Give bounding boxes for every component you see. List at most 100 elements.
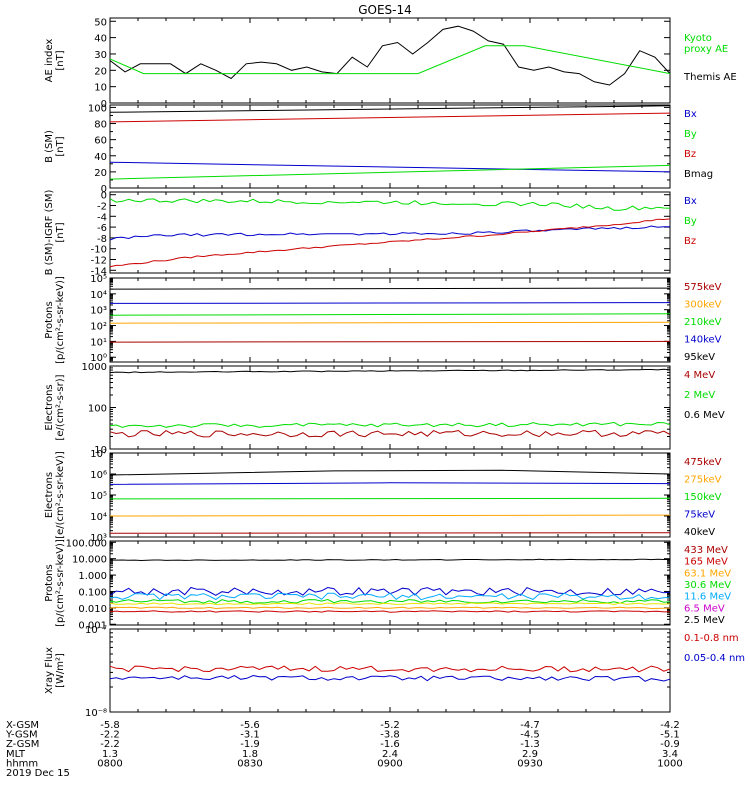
- ytick-label: 0.010: [78, 604, 107, 615]
- footer-value: 2.9: [522, 749, 538, 760]
- footer-value: -3.8: [380, 730, 400, 741]
- series-line-63.1-MeV: [109, 602, 671, 606]
- ytick-label: 10¹: [90, 337, 107, 348]
- legend-label: By: [684, 129, 697, 140]
- footer-value: 1.8: [242, 749, 258, 760]
- ytick-label: -6: [97, 223, 107, 234]
- ytick-label: 0: [101, 99, 107, 110]
- ytick-label: 0: [101, 184, 107, 195]
- footer-value: 0900: [377, 758, 402, 769]
- ytick-label: 10⁻⁸: [85, 708, 107, 719]
- chart-title: GOES-14: [358, 3, 412, 17]
- panel-xray: 10⁻⁸ 10⁻⁷ Xray Flux [W/m²] 0.1-0.8 nm 0.05-0.…: [44, 625, 745, 719]
- ytick-label: -10: [91, 245, 107, 256]
- ytick-label: 20: [94, 168, 107, 179]
- ytick-label: 0: [101, 191, 107, 202]
- legend-label: 4 MeV: [684, 370, 715, 381]
- legend-label: 275keV: [684, 475, 722, 486]
- legend-label: 11.6 MeV: [684, 592, 731, 603]
- series-line-433-MeV: [109, 610, 671, 613]
- series-line-30.6-MeV: [109, 598, 671, 604]
- ytick-label: 10⁵: [90, 491, 107, 502]
- legend-label: Bx: [684, 109, 697, 120]
- legend-label: 150keV: [684, 492, 722, 503]
- legend-label: 0.6 MeV: [684, 410, 725, 421]
- legend-label: 0.1-0.8 nm: [684, 633, 739, 644]
- ytick-label: 10²: [90, 322, 107, 333]
- panel-protons_mev: 0.001 0.010 0.100 1.000 10.000 100.000 Protons…: [44, 538, 731, 631]
- series-line-4-MeV: [109, 429, 671, 438]
- legend-label: 2 MeV: [684, 390, 715, 401]
- ytick-label: -8: [97, 234, 107, 245]
- ytick-label: 100: [88, 404, 107, 415]
- ytick-label: 40: [94, 152, 107, 163]
- footer-value: -4.5: [520, 730, 540, 741]
- footer-value: 1.3: [102, 749, 118, 760]
- legend-label: 0.05-0.4 nm: [684, 653, 745, 664]
- footer-value: -5.6: [240, 720, 260, 731]
- legend-label: 75keV: [684, 510, 715, 521]
- legend-label: 433 MeV: [684, 545, 728, 556]
- footer-value: 0930: [517, 758, 542, 769]
- footer-value: -5.1: [660, 730, 680, 741]
- ytick-label: 40: [94, 34, 107, 45]
- footer-value: 1000: [657, 758, 682, 769]
- ylabel-line: Electrons: [44, 384, 55, 430]
- series-line-95keV: [109, 287, 671, 290]
- panel-bsm: 0 20 40 60 80 100 B (SM) [nT] Bx By Bz Bmag: [44, 103, 713, 195]
- panel-protons_low: 10⁰ 10¹ 10² 10³ 10⁴ 10⁵ Protons [p/(cm²-s-sr-ke…: [44, 274, 722, 364]
- ytick-label: 10⁴: [90, 290, 107, 301]
- ytick-label: -12: [91, 256, 107, 267]
- ytick-label: 1000: [82, 362, 107, 373]
- series-line-140keV: [109, 302, 671, 304]
- ytick-label: 10: [94, 83, 107, 94]
- footer-value: -3.1: [240, 730, 260, 741]
- series-line-Bmag: [109, 105, 671, 113]
- series-line-150keV: [109, 497, 671, 500]
- ylabel-line: [W/m²]: [55, 653, 66, 688]
- series-line-300keV: [109, 321, 671, 324]
- footer-date: 2019 Dec 15: [6, 768, 70, 779]
- footer-value: -1.3: [520, 739, 540, 750]
- ylabel-line: AE index: [44, 39, 55, 83]
- footer-row-label: MLT: [6, 749, 26, 760]
- series-line-By: [109, 164, 671, 180]
- ytick-label: 0.100: [78, 587, 107, 598]
- series-line-275keV: [109, 514, 671, 517]
- footer-value: -5.2: [380, 720, 400, 731]
- series-line-0.6-MeV: [109, 368, 671, 374]
- panel-frame: [109, 277, 671, 363]
- footer-value: -0.9: [660, 739, 680, 750]
- ytick-label: 0.001: [78, 620, 107, 631]
- ytick-label: 100.000: [66, 538, 107, 549]
- ytick-label: 60: [94, 136, 107, 147]
- footer-value: -2.2: [100, 739, 120, 750]
- series-line-By: [109, 198, 671, 211]
- legend-label: Bz: [684, 236, 696, 247]
- panel-frame: [109, 452, 671, 538]
- legend-label: 2.5 MeV: [684, 615, 725, 626]
- ylabel-line: [nT]: [55, 136, 66, 156]
- series-line-40keV: [109, 469, 671, 476]
- legend-label: Kyoto: [684, 33, 712, 44]
- footer-value: -2.2: [100, 730, 120, 741]
- ytick-label: 10⁰: [90, 353, 107, 364]
- ytick-label: -2: [97, 202, 107, 213]
- ylabel-line: [p/(cm²-s-sr-keV)]: [55, 539, 66, 627]
- legend-label: Themis AE: [683, 72, 737, 83]
- series-line-Themis-AE: [109, 25, 671, 86]
- footer-value: -4.2: [660, 720, 680, 731]
- ylabel-line: Protons: [44, 301, 55, 338]
- series-line-75keV: [109, 482, 671, 485]
- footer-value: 0830: [237, 758, 262, 769]
- legend-label: 575keV: [684, 282, 722, 293]
- footer-row-label: hhmm: [6, 758, 38, 769]
- series-line-2-MeV: [109, 421, 671, 428]
- panel-electrons_kev: 10³ 10⁴ 10⁵ 10⁶ 10⁷ Electrons [e/(cm²-s-sr-keV…: [44, 449, 722, 544]
- footer-value: 0800: [97, 758, 122, 769]
- footer-value: -5.8: [100, 720, 120, 731]
- ylabel-line: Xray Flux: [44, 647, 55, 694]
- legend-label: Bmag: [684, 169, 713, 180]
- footer-value: 3.4: [662, 749, 678, 760]
